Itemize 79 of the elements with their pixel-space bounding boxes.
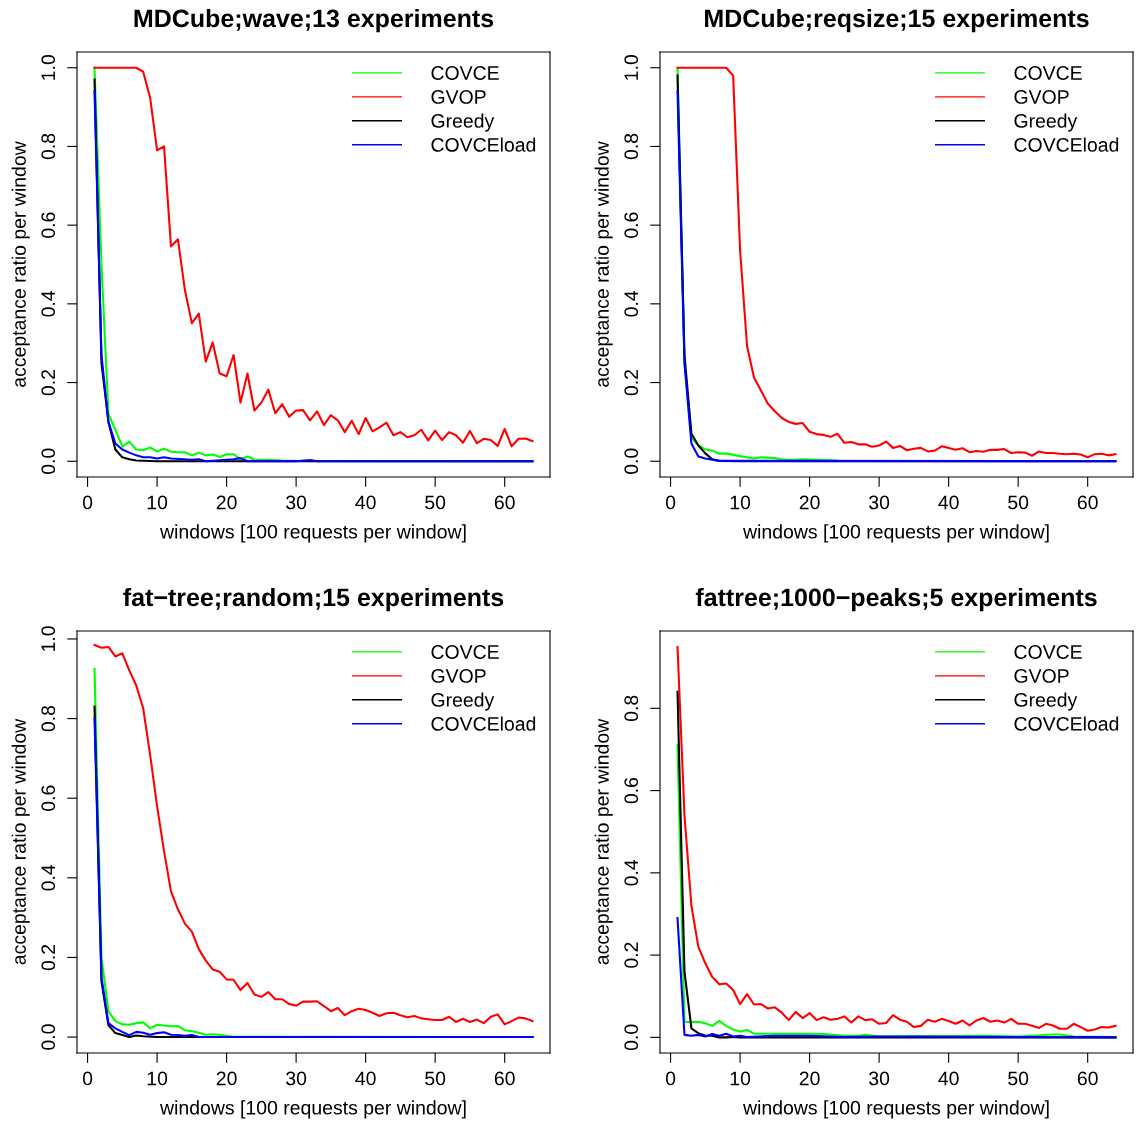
y-tick-label: 0.4: [41, 864, 56, 891]
x-tick-label: 20: [799, 495, 820, 510]
x-axis-title: windows [100 requests per window]: [160, 524, 466, 543]
chart-title: MDCube;wave;13 experiments: [134, 8, 494, 33]
x-tick-label: 40: [938, 1071, 959, 1086]
x-tick-label: 0: [82, 1071, 93, 1086]
y-tick-label: 0.6: [624, 212, 639, 238]
legend-label: GVOP: [1014, 669, 1069, 683]
x-tick-label: 40: [355, 1071, 376, 1086]
legend-label: COVCEload: [431, 716, 536, 731]
legend-label: Greedy: [1014, 692, 1078, 711]
legend-label: GVOP: [431, 669, 486, 683]
x-tick-label: 20: [216, 495, 237, 510]
y-tick-label: 0.8: [41, 705, 56, 732]
y-tick-label: 0.4: [624, 290, 639, 317]
y-tick-label: 0.8: [41, 133, 56, 160]
legend-label: COVCE: [431, 645, 499, 659]
x-tick-label: 10: [730, 1071, 751, 1086]
y-tick-label: 0.6: [41, 785, 56, 811]
x-tick-label: 40: [355, 495, 376, 510]
x-tick-label: 40: [938, 495, 959, 510]
x-tick-label: 60: [494, 495, 515, 510]
chart-title: fattree;1000−peaks;5 experiments: [695, 587, 1097, 612]
x-tick-label: 60: [1077, 495, 1098, 510]
legend-label: GVOP: [1014, 90, 1069, 104]
y-tick-label: 1.0: [41, 54, 56, 80]
legend-label: COVCE: [1014, 66, 1082, 80]
x-tick-label: 10: [147, 1071, 168, 1086]
y-tick-label: 0.0: [41, 448, 56, 475]
legend-label: GVOP: [431, 90, 486, 104]
x-tick-label: 30: [869, 495, 890, 510]
x-tick-label: 30: [869, 1071, 890, 1086]
x-tick-label: 50: [425, 1071, 446, 1086]
y-tick-label: 0.0: [624, 1024, 639, 1051]
y-tick-label: 1.0: [41, 626, 56, 651]
chart-title: MDCube;reqsize;15 experiments: [705, 8, 1089, 33]
y-tick-label: 0.4: [41, 290, 56, 317]
y-tick-label: 0.0: [41, 1024, 56, 1050]
legend-label: COVCEload: [1014, 137, 1119, 152]
x-tick-label: 60: [1077, 1071, 1098, 1086]
x-tick-label: 50: [425, 495, 446, 510]
y-tick-label: 0.4: [624, 859, 639, 886]
y-tick-label: 0.2: [624, 370, 639, 396]
x-tick-label: 0: [665, 495, 676, 510]
y-tick-label: 0.0: [624, 448, 639, 475]
x-tick-label: 0: [82, 495, 93, 510]
x-tick-label: 50: [1008, 1071, 1029, 1086]
legend-label: Greedy: [431, 113, 495, 132]
y-axis-title: acceptance ratio per window: [11, 141, 30, 387]
x-tick-label: 50: [1008, 495, 1029, 510]
x-tick-label: 30: [286, 1071, 307, 1086]
y-tick-label: 0.6: [624, 777, 639, 804]
legend-label: COVCE: [1014, 645, 1082, 659]
y-tick-label: 0.2: [41, 944, 56, 971]
x-axis-title: windows [100 requests per window]: [743, 524, 1049, 543]
legend-label: COVCE: [431, 66, 499, 80]
x-axis-title: windows [100 requests per window]: [160, 1100, 466, 1119]
legend-label: COVCEload: [1014, 716, 1119, 731]
legend-label: COVCEload: [431, 137, 536, 152]
x-tick-label: 20: [799, 1071, 820, 1086]
y-tick-label: 0.2: [624, 942, 639, 968]
y-tick-label: 0.8: [624, 695, 639, 722]
x-tick-label: 10: [147, 495, 168, 510]
y-axis-title: acceptance ratio per window: [11, 718, 30, 965]
y-axis-title: acceptance ratio per window: [594, 718, 613, 965]
y-tick-label: 0.6: [41, 212, 56, 238]
legend-label: Greedy: [431, 692, 495, 711]
x-tick-label: 30: [286, 495, 307, 510]
y-tick-label: 0.8: [624, 133, 639, 160]
chart-title: fat−tree;random;15 experiments: [123, 587, 504, 612]
x-axis-title: windows [100 requests per window]: [743, 1100, 1049, 1119]
x-tick-label: 10: [730, 495, 751, 510]
legend-label: Greedy: [1014, 113, 1078, 132]
y-tick-label: 0.2: [41, 370, 56, 396]
y-tick-label: 1.0: [624, 54, 639, 80]
x-tick-label: 20: [216, 1071, 237, 1086]
x-tick-label: 60: [494, 1071, 515, 1086]
x-tick-label: 0: [665, 1071, 676, 1086]
y-axis-title: acceptance ratio per window: [594, 141, 613, 387]
